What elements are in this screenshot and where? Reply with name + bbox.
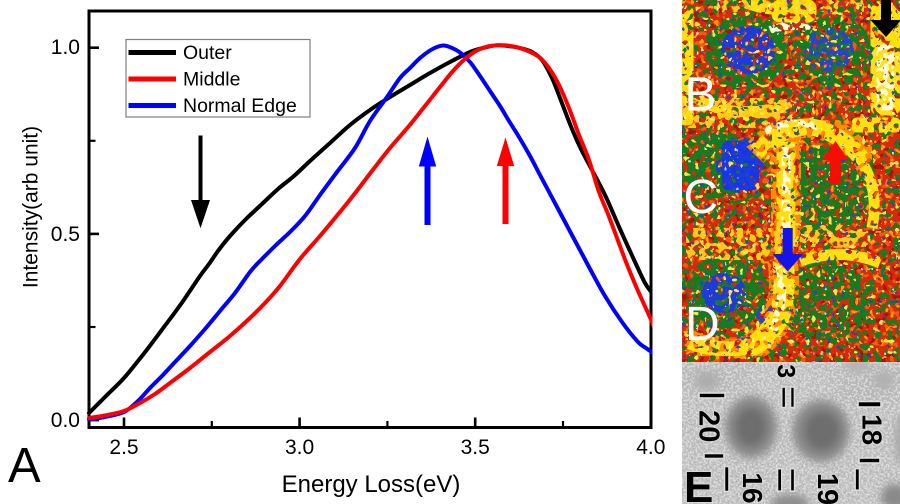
svg-text:0.5: 0.5 [51, 223, 80, 246]
svg-text:18: 18 [856, 414, 887, 445]
svg-text:Outer: Outer [183, 42, 232, 64]
svg-text:3: 3 [772, 364, 800, 378]
svg-text:4.0: 4.0 [636, 436, 665, 459]
svg-text:E: E [684, 463, 713, 504]
svg-text:D: D [685, 298, 720, 351]
svg-text:C: C [684, 171, 719, 224]
svg-text:Middle: Middle [183, 69, 240, 91]
svg-text:3.0: 3.0 [285, 436, 314, 459]
svg-text:0.0: 0.0 [51, 409, 80, 432]
svg-text:19: 19 [811, 473, 843, 504]
svg-text:1.0: 1.0 [51, 36, 80, 59]
svg-text:B: B [685, 69, 717, 122]
svg-text:3.5: 3.5 [461, 436, 490, 459]
svg-text:Energy Loss(eV): Energy Loss(eV) [282, 471, 461, 498]
svg-text:20: 20 [693, 410, 725, 442]
svg-text:16: 16 [737, 472, 768, 503]
svg-text:Normal Edge: Normal Edge [183, 95, 297, 117]
svg-text:Intensity(arb unit): Intensity(arb unit) [20, 126, 43, 288]
svg-text:2.5: 2.5 [109, 436, 138, 459]
svg-text:A: A [8, 439, 41, 493]
